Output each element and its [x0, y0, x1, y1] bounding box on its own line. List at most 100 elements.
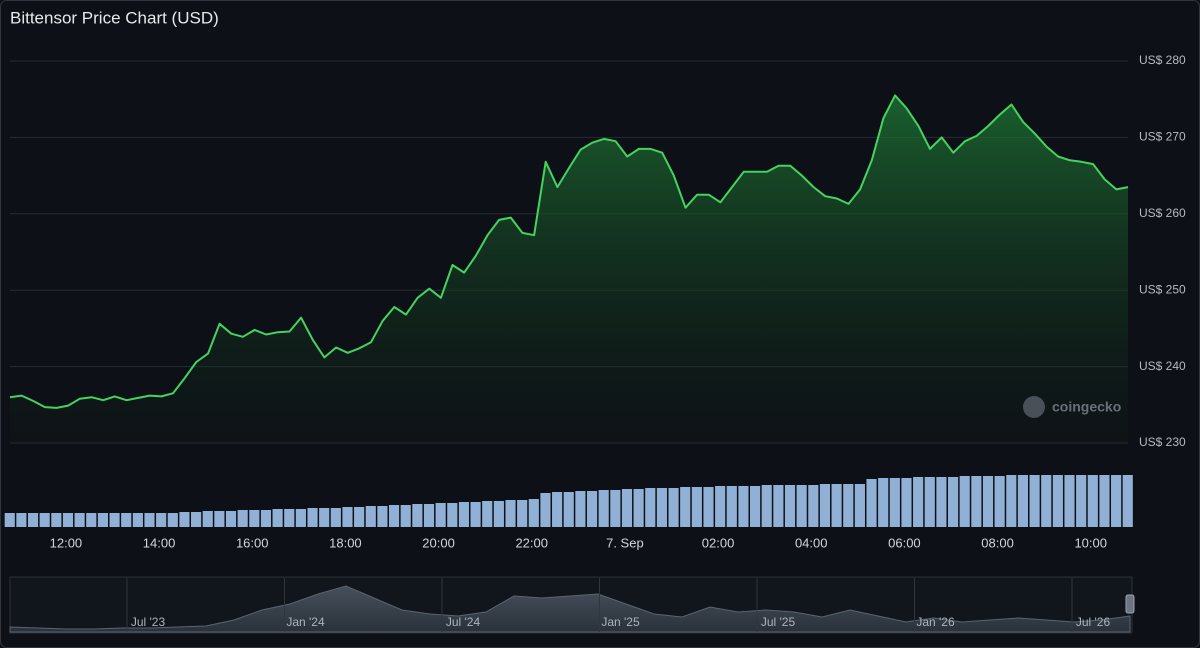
price-line: [9, 94, 1129, 409]
volume-bar: [517, 500, 528, 527]
navigator-area: [9, 585, 1131, 633]
volume-bar: [179, 512, 190, 527]
volume-bar: [784, 485, 796, 527]
volume-bar: [51, 513, 62, 527]
volume-bar: [505, 500, 516, 527]
volume-bar: [470, 502, 481, 527]
volume-bar: [598, 490, 609, 527]
x-tick-label: 06:00: [888, 535, 921, 550]
navigator-label: Jan '26: [916, 615, 955, 629]
volume-bar: [715, 486, 726, 527]
x-tick-label: 02:00: [702, 535, 735, 550]
volume-bar: [796, 485, 807, 527]
volume-bar: [889, 478, 900, 527]
volume-bar: [260, 510, 272, 527]
volume-bar: [249, 510, 260, 527]
volume-bar: [1017, 475, 1029, 527]
volume-bar: [586, 491, 598, 527]
volume-bar: [1029, 475, 1040, 527]
volume-bar: [854, 484, 865, 527]
x-tick-label: 04:00: [795, 535, 828, 550]
volume-bar: [1006, 475, 1017, 527]
volume-bar: [843, 484, 854, 527]
volume-bar: [109, 513, 120, 527]
y-tick-label: US$ 270: [1139, 130, 1186, 144]
volume-bar: [831, 484, 842, 527]
area-fill: [10, 95, 1128, 444]
volume-bar: [1122, 475, 1133, 527]
volume-bar: [552, 492, 563, 527]
volume-bar: [1111, 475, 1122, 527]
volume-bar: [144, 513, 155, 527]
volume-bar: [39, 513, 50, 527]
volume-bar: [610, 490, 621, 527]
navigator-label: Jan '25: [601, 615, 640, 629]
volume-bar: [680, 487, 691, 527]
volume-bar: [295, 509, 306, 527]
volume-bar: [738, 486, 749, 527]
volume-bar: [563, 492, 574, 527]
volume-bar: [458, 502, 470, 527]
volume-bar: [121, 513, 132, 527]
volume-bar: [1076, 475, 1087, 527]
y-tick-label: US$ 280: [1139, 53, 1186, 67]
volume-bar: [971, 476, 982, 527]
volume-bar: [959, 476, 970, 527]
y-tick-label: US$ 230: [1139, 435, 1186, 449]
volume-bar: [27, 513, 39, 527]
volume-bar: [97, 513, 108, 527]
chart-title: Bittensor Price Chart (USD): [10, 8, 219, 27]
volume-bar: [947, 477, 959, 527]
navigator-handle[interactable]: [1125, 594, 1135, 614]
volume-bar: [86, 513, 97, 527]
volume-bar: [493, 501, 504, 527]
volume-bar: [342, 507, 353, 527]
volume-bar: [924, 477, 935, 527]
x-tick-label: 12:00: [50, 535, 83, 550]
volume-bar: [412, 504, 423, 527]
volume-bar: [400, 505, 411, 527]
volume-bar: [482, 501, 493, 527]
volume-bar: [1087, 475, 1098, 527]
volume-bar: [319, 508, 330, 527]
volume-bar: [62, 513, 74, 527]
y-tick-label: US$ 240: [1139, 359, 1186, 373]
volume-bar: [645, 488, 656, 527]
x-tick-label: 18:00: [329, 535, 362, 550]
volume-bar: [1052, 475, 1063, 527]
x-tick-label: 10:00: [1074, 535, 1107, 550]
volume-bar: [866, 479, 877, 527]
volume-bar: [936, 477, 947, 527]
volume-bar: [202, 511, 213, 527]
navigator-label: Jul '23: [131, 615, 166, 629]
x-tick-label: 08:00: [981, 535, 1014, 550]
volume-bar: [16, 513, 27, 527]
volume-bar: [633, 489, 644, 527]
volume-bar: [901, 478, 912, 527]
watermark: coingecko: [1052, 399, 1121, 415]
y-tick-label: US$ 250: [1139, 282, 1186, 296]
volume-bar: [808, 485, 819, 527]
volume-bar: [330, 508, 341, 527]
volume-bar: [191, 512, 202, 527]
volume-bar: [994, 476, 1005, 527]
volume-bar: [982, 476, 994, 527]
volume-bar: [225, 511, 237, 527]
volume-bar: [354, 507, 365, 527]
volume-bar: [377, 506, 388, 527]
volume-bar: [691, 487, 702, 527]
navigator-label: Jan '24: [286, 615, 325, 629]
volume-bar: [1099, 475, 1110, 527]
volume-bar: [575, 491, 586, 527]
volume-bar: [435, 503, 446, 527]
volume-bar: [4, 513, 15, 527]
volume-bar: [540, 493, 551, 527]
volume-bar: [528, 499, 539, 527]
volume-bar: [1041, 475, 1052, 527]
x-tick-label: 14:00: [143, 535, 176, 550]
volume-bar: [819, 484, 831, 527]
volume-bar: [237, 510, 248, 527]
navigator-label: Jul '25: [761, 615, 796, 629]
volume-bar: [284, 509, 295, 527]
